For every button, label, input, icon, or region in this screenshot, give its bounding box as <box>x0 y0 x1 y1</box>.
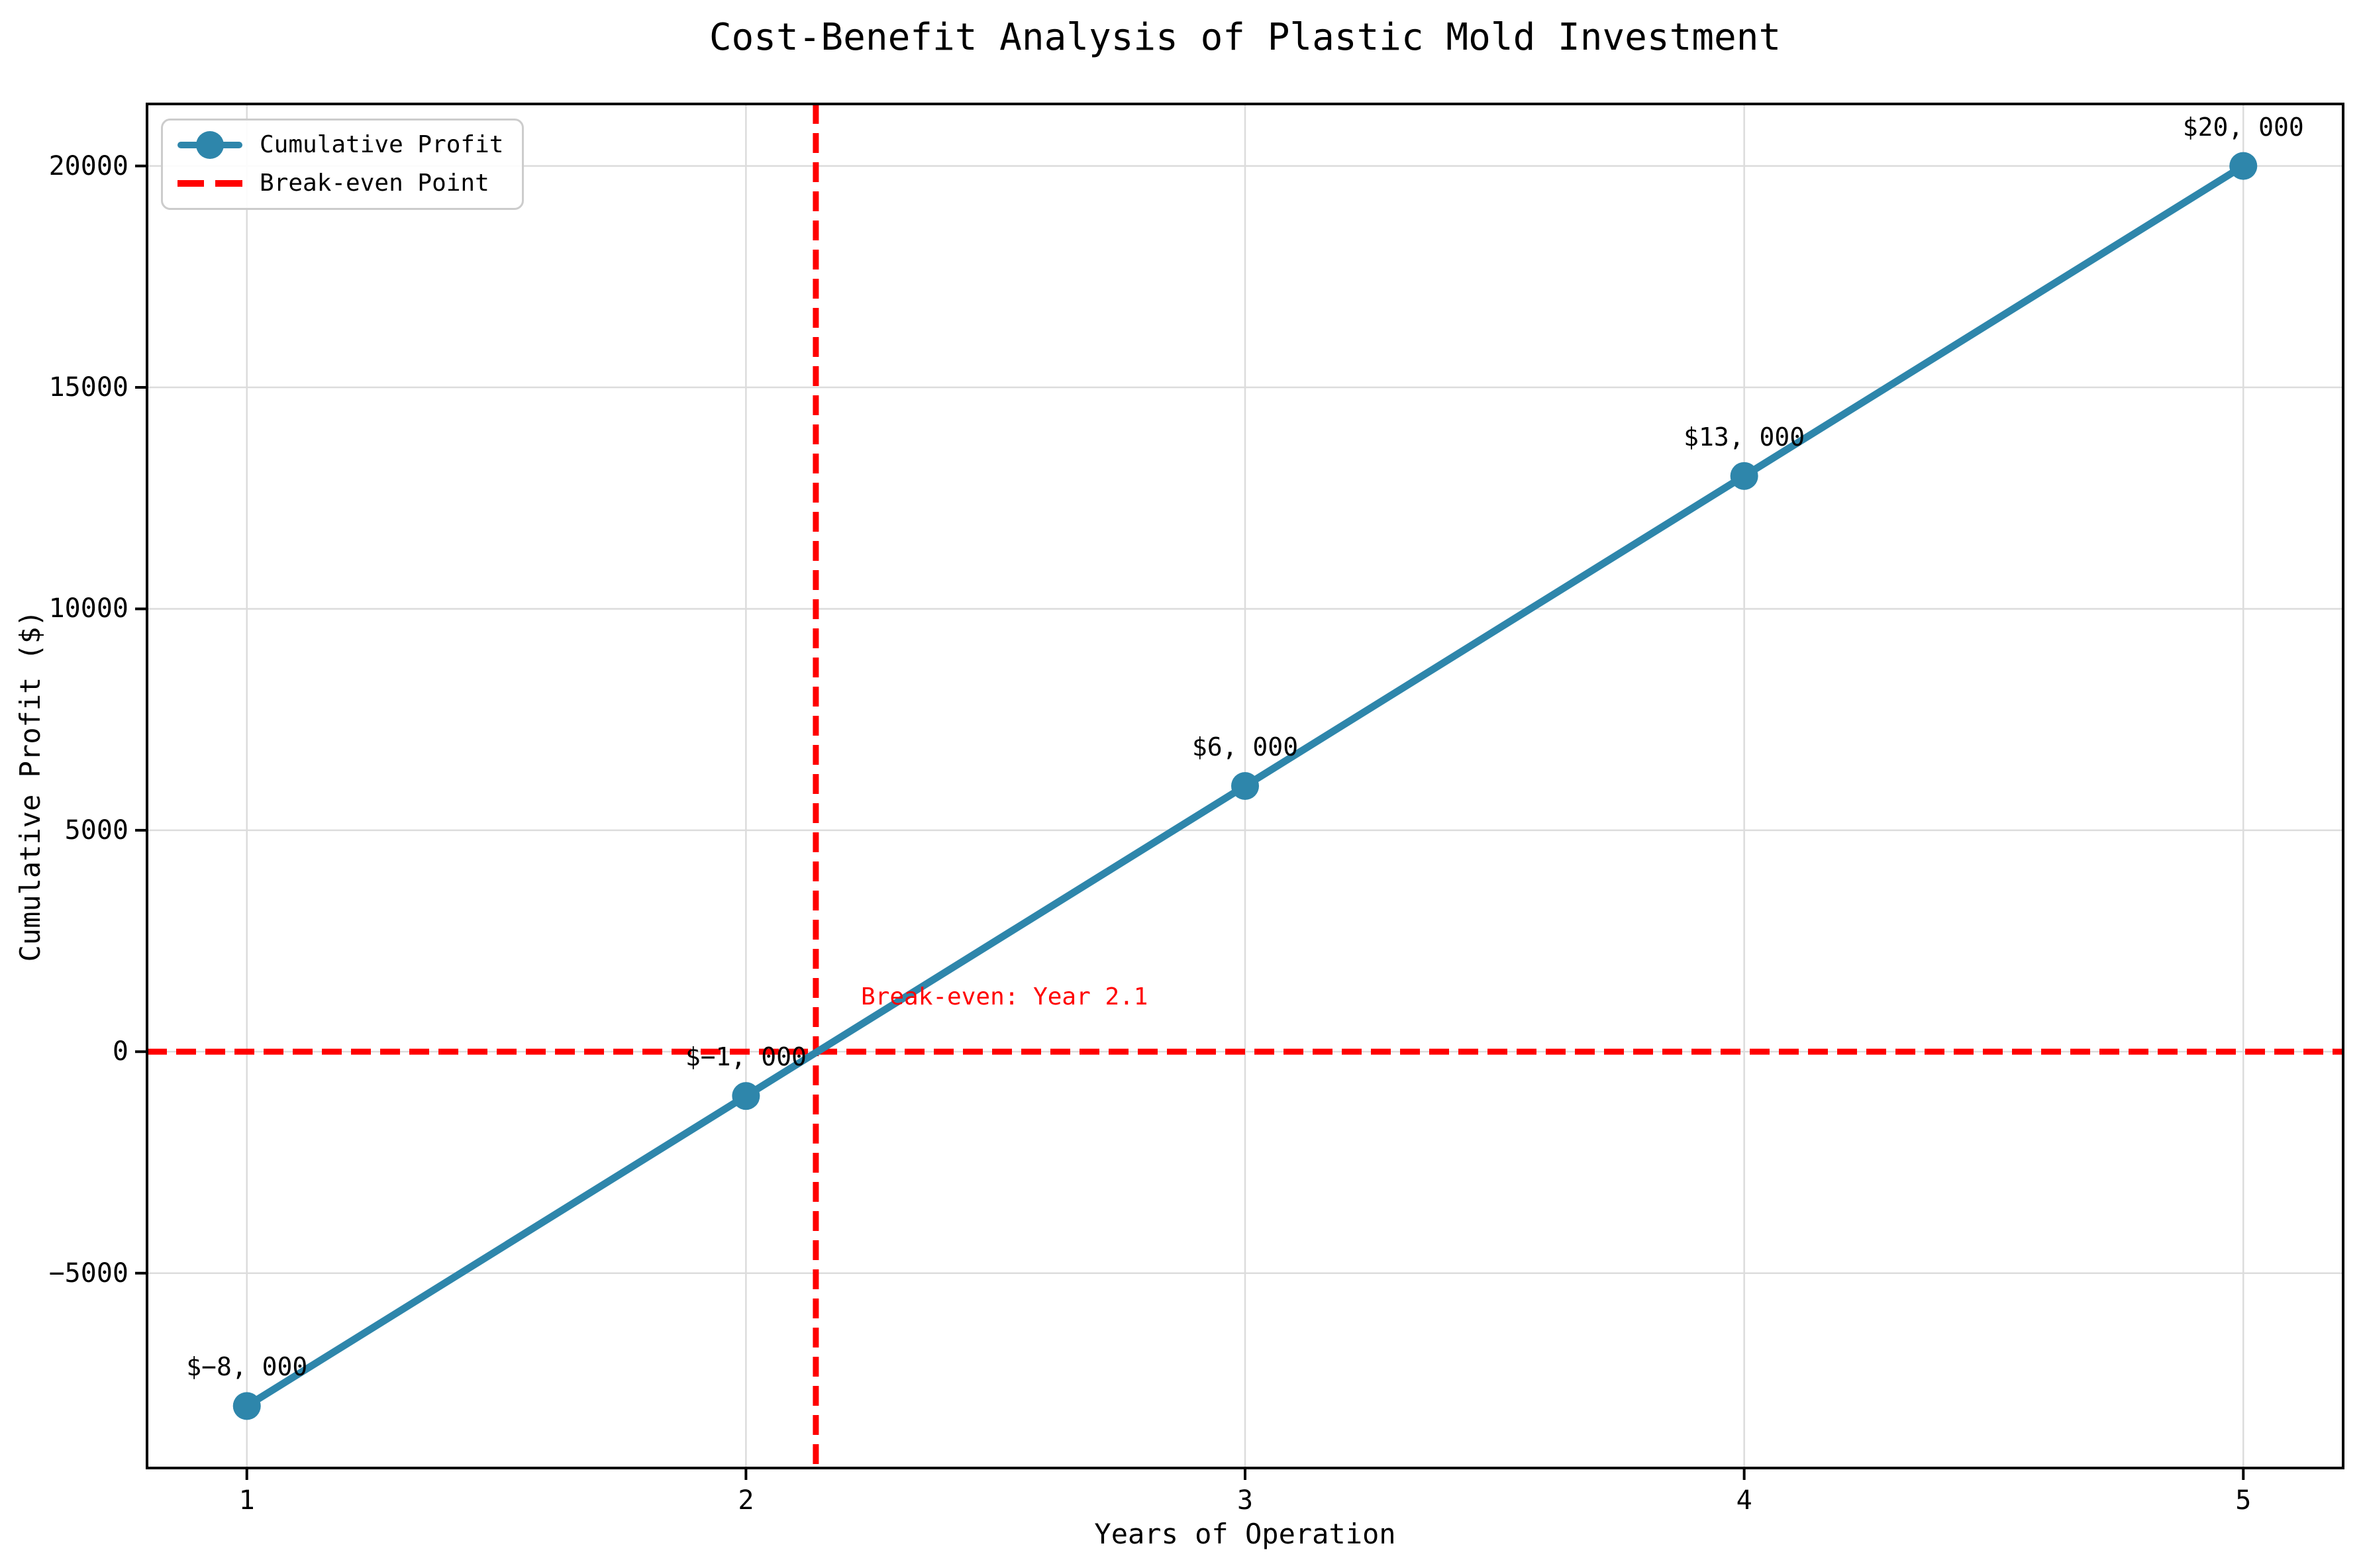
line-marker-swatch-icon <box>177 131 242 159</box>
legend-label-break-even: Break-even Point <box>260 170 489 197</box>
point-label-year-2: $−1, 000 <box>685 1042 807 1072</box>
y-tick-label-0: 0 <box>112 1036 128 1067</box>
point-label-year-1: $−8, 000 <box>186 1352 308 1382</box>
dashed-line-swatch-icon <box>177 180 242 187</box>
break-even-annotation: Break-even: Year 2.1 <box>861 983 1148 1010</box>
x-tick-label-2: 2 <box>738 1485 754 1516</box>
data-point-year-5 <box>2229 152 2258 180</box>
y-tick-label-20000: 20000 <box>48 150 128 181</box>
data-point-year-1 <box>232 1392 261 1420</box>
legend-label-cumulative-profit: Cumulative Profit <box>260 131 504 158</box>
point-label-year-4: $13, 000 <box>1684 422 1805 452</box>
legend: Cumulative Profit Break-even Point <box>161 119 525 210</box>
y-tick-label-5000: 5000 <box>64 814 128 846</box>
y-tick-label-15000: 15000 <box>48 372 128 403</box>
x-tick-label-5: 5 <box>2235 1485 2252 1516</box>
legend-item-break-even: Break-even Point <box>177 168 503 199</box>
chart-title: Cost-Benefit Analysis of Plastic Mold In… <box>709 16 1782 59</box>
data-point-year-3 <box>1231 772 1259 800</box>
y-tick-label-10000: 10000 <box>48 593 128 624</box>
point-label-year-5: $20, 000 <box>2182 112 2304 142</box>
x-tick-label-3: 3 <box>1236 1485 1254 1516</box>
circle-marker-icon <box>196 131 224 159</box>
x-tick-label-4: 4 <box>1736 1485 1752 1516</box>
x-tick-label-1: 1 <box>238 1485 255 1516</box>
legend-item-cumulative-profit: Cumulative Profit <box>177 130 503 160</box>
data-point-year-2 <box>732 1082 760 1110</box>
y-axis-label: Cumulative Profit ($) <box>13 610 46 962</box>
x-axis-label: Years of Operation <box>1094 1518 1396 1550</box>
point-label-year-3: $6, 000 <box>1191 732 1299 762</box>
data-point-year-4 <box>1730 462 1758 490</box>
y-tick-label--5000: −5000 <box>48 1257 128 1289</box>
